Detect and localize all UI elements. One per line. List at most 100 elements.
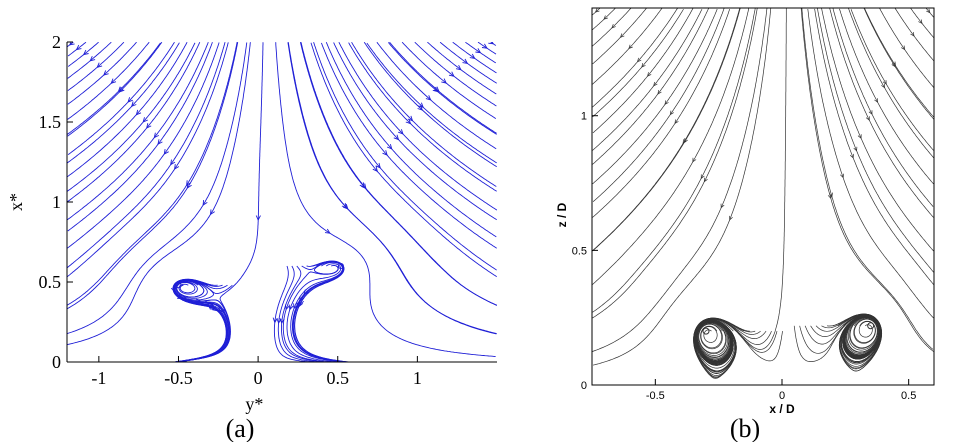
streamline-arrow [288,304,294,311]
streamline [592,8,756,313]
streamline-arrow [462,58,469,64]
streamline [592,9,703,151]
streamline-arrow [901,45,906,51]
streamline [593,8,772,366]
y-tick-label: 0 [52,352,61,372]
streamline-arrow [657,90,662,95]
streamline-arrow [127,97,133,103]
x-axis-label: y* [245,394,263,414]
streamline [592,8,632,47]
streamline-arrow [82,49,89,56]
streamline-arrow [375,162,381,169]
streamline [363,42,497,168]
vortex-center-marker [175,282,182,289]
streamline-arrow [276,318,282,325]
streamline [801,8,934,350]
streamline-arrow [386,143,393,150]
streamline-arrow [849,153,854,159]
streamline [592,8,694,134]
streamline [894,8,934,62]
streamline [67,42,188,178]
streamline [427,42,497,95]
streamline-arrow [683,138,688,143]
streamline [592,9,684,118]
streamline-arrow [703,177,708,183]
streamline-arrow [110,78,117,85]
streamline [592,8,718,185]
streamline [275,42,496,357]
streamline-arrow [709,318,714,323]
streamline-arrow [382,150,388,156]
x-tick-label: -0.5 [646,390,665,402]
streamline-arrow [372,166,378,173]
streamline [376,42,497,150]
streamline [832,8,934,207]
streamline-arrow [405,118,412,125]
streamline-arrow [481,43,488,49]
streamline-arrow [146,123,152,129]
y-tick-label: 1.5 [39,112,62,132]
streamline-arrow [488,42,495,45]
streamline-arrow [475,48,482,54]
streamline-arrow [202,200,208,206]
panel-label: (b) [730,414,760,442]
streamline-arrow [299,296,305,302]
streamline-arrow [857,134,862,140]
vortex-center-marker [867,322,875,330]
streamline [294,260,349,362]
streamline-arrow [674,119,679,125]
x-tick-label: 0 [254,368,263,388]
streamline [67,42,175,155]
y-tick-label: 1 [52,192,61,212]
streamlines [592,8,934,379]
streamline [592,8,750,285]
streamline-arrow [89,56,96,62]
streamline [67,42,137,105]
streamline-arrow [700,174,705,180]
streamline-arrow [219,307,225,314]
plot-frame [591,7,935,386]
x-tick-label: 0.5 [326,368,349,388]
streamline-arrow [882,80,887,85]
panel-b: -0.5 0 0.5 0 0.5 1 x / D z / D (b) [555,7,935,442]
streamline [592,8,647,65]
streamline [67,42,229,278]
streamline [366,42,497,164]
streamline-arrow [96,62,103,68]
streamline [817,8,934,273]
streamline [310,42,497,278]
streamline-arrow [425,95,432,101]
streamline [67,42,209,221]
streamline-arrow [75,44,82,51]
streamline [800,8,934,352]
streamline-arrow [103,70,109,76]
streamline [294,260,349,362]
streamline-arrow [829,192,833,198]
streamline [348,42,497,192]
streamline-arrow [926,8,931,14]
y-axis-label: x* [6,193,26,211]
streamline-arrow [398,129,404,135]
streamline [592,8,741,252]
streamline [793,314,881,362]
streamline-arrow [135,109,142,116]
streamline-arrow [910,32,915,37]
streamline [592,8,678,108]
vortex-center-marker [702,327,710,335]
streamline-arrow [441,78,448,84]
streamline-arrow [68,42,75,46]
streamline-arrow [692,157,697,163]
streamline-arrow [293,303,299,310]
streamline-arrow [868,110,873,115]
y-tick-label: 2 [52,32,61,52]
streamline-arrow [418,102,424,108]
streamline-arrow [853,146,858,152]
streamline-arrow [117,86,124,93]
panel-a: -1 -0.5 0 0.5 1 0 0.5 1 1.5 2 y* x* (a) [6,32,497,442]
streamline-arrow [827,194,832,200]
streamline-arrow [918,19,923,25]
streamline [592,8,758,319]
streamline [829,8,934,218]
streamline-arrow [359,182,366,188]
streamline [67,42,248,335]
